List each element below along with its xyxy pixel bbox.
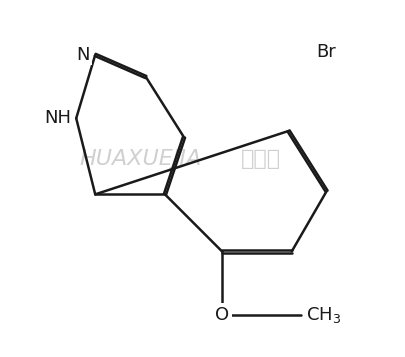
Text: N: N [77, 46, 90, 64]
Text: NH: NH [44, 109, 71, 127]
Text: O: O [214, 306, 228, 324]
Text: 化学加: 化学加 [241, 150, 281, 170]
Text: CH$_3$: CH$_3$ [306, 305, 341, 325]
Text: HUAXUEJIA: HUAXUEJIA [79, 150, 201, 170]
Text: Br: Br [316, 43, 336, 61]
